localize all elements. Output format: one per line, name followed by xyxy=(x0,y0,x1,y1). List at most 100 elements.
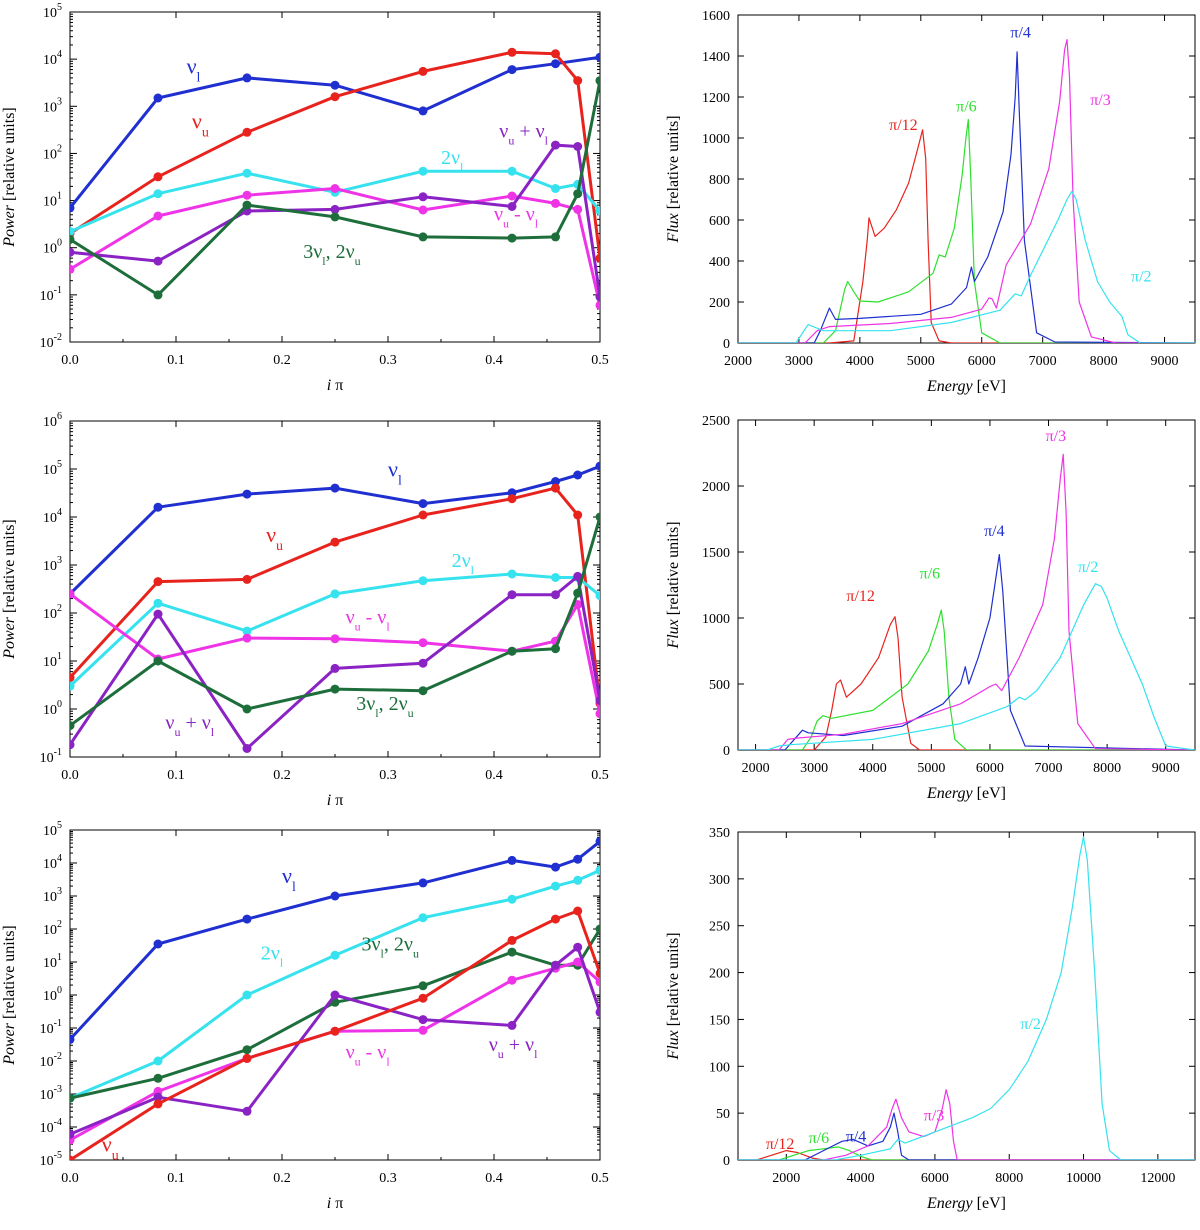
data-point-nuu-nul xyxy=(418,205,428,215)
y-axis-label: Flux [relative units] xyxy=(665,521,682,649)
data-point-nul xyxy=(573,854,583,864)
data-point-3nul xyxy=(330,212,340,222)
x-tick-label: 3000 xyxy=(800,761,828,776)
series-annotation: 3νl, 2νu xyxy=(356,693,413,720)
x-tick-label: 4000 xyxy=(859,761,887,776)
series-annotation: νu + νl xyxy=(489,1034,538,1061)
x-tick-label: 0.3 xyxy=(379,353,397,368)
data-point-3nul xyxy=(595,76,600,86)
series-line-pi2 xyxy=(738,836,1195,1160)
data-point-nuu xyxy=(418,510,428,520)
data-point-3nul xyxy=(507,233,517,243)
data-point-3nul xyxy=(551,232,560,242)
data-point-nuu-nul xyxy=(595,709,600,719)
x-tick-label: 0.2 xyxy=(273,353,291,368)
data-point-3nul xyxy=(242,200,252,210)
data-point-nul xyxy=(153,939,163,949)
series-annotation: π/2 xyxy=(1078,559,1099,576)
x-tick-label: 0.1 xyxy=(167,353,185,368)
series-annotation: π/4 xyxy=(846,1128,867,1145)
y-tick-label: 105 xyxy=(43,2,62,21)
data-point-nuu+nul xyxy=(595,292,600,302)
x-axis-label: Energy [eV] xyxy=(926,378,1006,395)
series-annotation: π/12 xyxy=(766,1136,795,1153)
data-point-nuu+nul xyxy=(551,140,560,150)
data-point-nul xyxy=(507,65,517,75)
y-tick-label: 103 xyxy=(43,555,62,574)
y-tick-label: 1000 xyxy=(702,132,730,147)
series-annotation: νu + νl xyxy=(165,712,214,739)
series-annotation: νu xyxy=(266,522,283,554)
data-point-nul xyxy=(595,461,600,471)
y-axis-label: Power [relative units] xyxy=(1,519,18,660)
y-tick-label: 10-2 xyxy=(40,1051,62,1070)
data-point-nuu+nul xyxy=(573,142,583,151)
x-tick-label: 0.4 xyxy=(485,768,503,783)
y-tick-label: 100 xyxy=(709,1060,730,1075)
data-point-nuu+nul xyxy=(507,590,517,600)
series-annotation: π/12 xyxy=(889,117,918,134)
data-point-2nul xyxy=(330,589,340,599)
y-tick-label: 10-2 xyxy=(40,332,62,351)
series-annotation: π/6 xyxy=(956,98,977,115)
series-annotation: 3νl, 2νu xyxy=(303,241,360,268)
data-point-3nul xyxy=(595,512,600,522)
data-point-2nul xyxy=(70,227,75,237)
y-tick-label: 600 xyxy=(709,214,730,229)
y-tick-label: 1000 xyxy=(702,612,730,627)
data-point-nuu+nul xyxy=(153,256,163,266)
x-tick-label: 5000 xyxy=(907,354,935,369)
series-annotation: νu + νl xyxy=(499,120,548,147)
data-point-nuu xyxy=(551,914,560,924)
data-point-nuu+nul xyxy=(242,744,252,753)
data-point-nul xyxy=(551,862,560,872)
y-axis-label: Flux [relative units] xyxy=(665,932,682,1060)
data-point-nuu+nul xyxy=(70,1129,75,1139)
series-annotation: νl xyxy=(388,456,402,488)
data-point-nul xyxy=(418,499,428,509)
x-tick-label: 0.2 xyxy=(273,1171,291,1186)
y-tick-label: 350 xyxy=(709,826,730,841)
series-line-pi4 xyxy=(738,1112,1195,1160)
data-point-2nul xyxy=(551,573,560,582)
data-point-nuu-nul xyxy=(418,638,428,648)
chart-right-bottom: 2000 4000 6000 8000 10000 12000 0 50 100 150 200 25… xyxy=(665,826,1196,1212)
data-point-nuu xyxy=(418,993,428,1003)
data-point-nuu xyxy=(242,1053,252,1063)
y-tick-label: 200 xyxy=(709,296,730,311)
data-point-nuu+nul xyxy=(507,202,517,211)
data-point-nuu xyxy=(330,1026,340,1036)
data-point-3nul xyxy=(153,290,163,300)
data-point-3nul xyxy=(70,721,75,731)
series-annotation: π/6 xyxy=(920,565,941,582)
plot-frame xyxy=(69,11,601,343)
chart-right-top: 2000 3000 4000 5000 6000 7000 8000 9000 0 200 400 6… xyxy=(665,9,1196,395)
series-annotation: νl xyxy=(187,53,201,85)
data-point-2nul xyxy=(595,591,600,601)
data-point-3nul xyxy=(330,684,340,694)
x-tick-label: 7000 xyxy=(1029,354,1057,369)
y-tick-label: 0 xyxy=(723,337,730,352)
series-line-pi2 xyxy=(738,583,1195,750)
data-point-nuu xyxy=(573,510,583,520)
series-line-pi3 xyxy=(738,38,1195,343)
data-point-nuu+nul xyxy=(573,942,583,952)
series-annotation: π/4 xyxy=(984,523,1005,540)
x-tick-label: 4000 xyxy=(847,1171,875,1186)
data-point-2nul xyxy=(70,681,75,691)
data-point-nul xyxy=(551,477,560,486)
y-tick-label: 10-1 xyxy=(40,285,62,304)
data-point-2nul xyxy=(551,184,560,193)
plot-frame xyxy=(737,14,1196,344)
data-point-nul xyxy=(330,483,340,493)
y-tick-label: 10-1 xyxy=(40,1018,62,1037)
y-tick-label: 0 xyxy=(723,744,730,759)
data-point-nuu xyxy=(153,1099,163,1109)
y-tick-label: 100 xyxy=(43,985,62,1004)
data-point-nuu-nul xyxy=(573,957,583,967)
chart-right-mid: 2000 3000 4000 5000 6000 7000 8000 9000 0 500 1000… xyxy=(665,414,1196,802)
data-point-nuu+nul xyxy=(330,990,340,1000)
data-point-nuu+nul xyxy=(595,1007,600,1017)
y-tick-label: 101 xyxy=(43,191,62,210)
series-line-pi3 xyxy=(738,453,1195,750)
